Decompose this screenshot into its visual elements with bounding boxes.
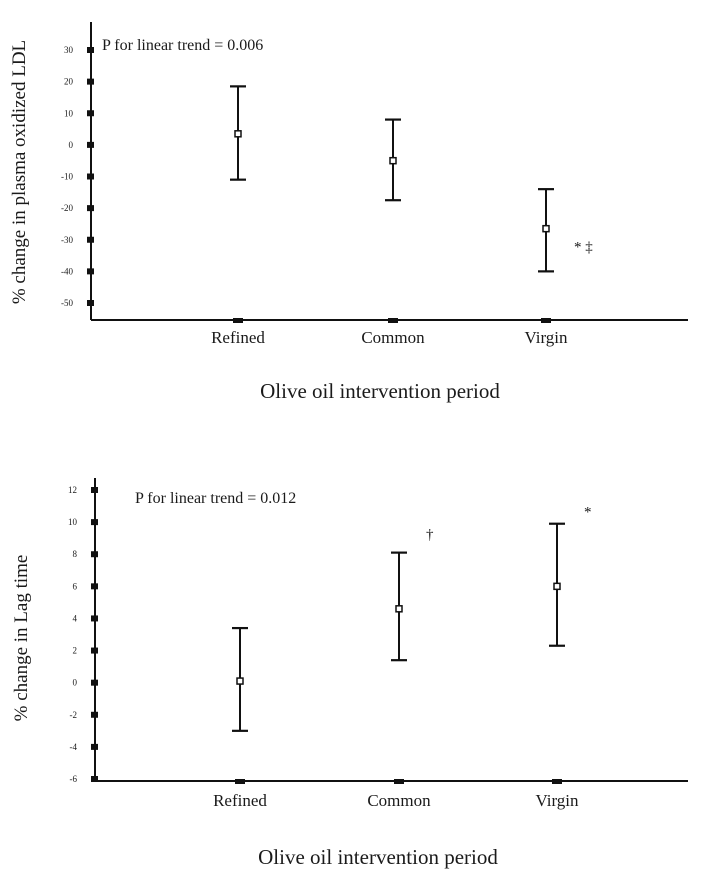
y-tick-label: -4 xyxy=(70,742,78,752)
y-tick-mark xyxy=(91,711,98,718)
y-tick-label: 0 xyxy=(69,140,74,150)
data-point xyxy=(542,224,550,233)
data-point xyxy=(236,677,244,685)
y-tick-mark xyxy=(91,679,98,686)
error-bar xyxy=(385,118,401,202)
y-tick-mark xyxy=(91,487,98,493)
x-tick-mark xyxy=(388,318,398,323)
error-bar xyxy=(232,626,248,732)
y-tick-label: -20 xyxy=(61,203,73,213)
y-tick-mark xyxy=(87,236,94,243)
y-tick-label: 30 xyxy=(64,45,74,55)
data-points: †* xyxy=(232,504,592,732)
y-tick-label: 12 xyxy=(68,485,77,495)
y-tick-label: -10 xyxy=(61,172,73,182)
y-tick-label: -2 xyxy=(70,710,78,720)
y-tick-mark xyxy=(87,141,94,148)
x-ticks: Refined Common Virgin xyxy=(211,318,568,347)
y-tick-label: -6 xyxy=(70,774,78,784)
x-tick-mark xyxy=(541,318,551,323)
y-tick-label: 20 xyxy=(64,77,74,87)
error-bar xyxy=(230,85,246,181)
y-tick-mark xyxy=(91,519,98,526)
data-point xyxy=(389,156,397,165)
trend-annotation: P for linear trend = 0.012 xyxy=(135,490,296,507)
y-tick-label: 6 xyxy=(73,581,78,591)
y-ticks: 30 20 10 0 -10 -20 -30 -40 -50 xyxy=(61,45,94,308)
x-tick-mark xyxy=(233,318,243,323)
data-point xyxy=(553,582,561,591)
x-tick-mark xyxy=(552,779,562,784)
x-tick-label: Virgin xyxy=(535,791,579,810)
y-tick-mark xyxy=(91,647,98,654)
x-tick-mark xyxy=(394,779,404,784)
x-axis-label: Olive oil intervention period xyxy=(258,845,498,869)
y-tick-label: 10 xyxy=(64,108,74,118)
data-point xyxy=(395,605,403,613)
y-tick-mark xyxy=(87,300,94,306)
error-bar xyxy=(391,551,407,662)
x-tick-label: Refined xyxy=(211,328,265,347)
x-tick-label: Common xyxy=(367,791,431,810)
y-tick-label: -30 xyxy=(61,235,73,245)
y-ticks: 12 10 8 6 4 2 0 -2 -4 -6 xyxy=(68,485,98,784)
y-tick-mark xyxy=(91,583,98,590)
y-tick-mark xyxy=(87,47,94,53)
y-tick-mark xyxy=(87,205,94,212)
y-tick-label: 8 xyxy=(73,549,78,559)
y-tick-mark xyxy=(91,551,98,558)
x-axis-label: Olive oil intervention period xyxy=(260,379,500,403)
y-tick-mark xyxy=(87,78,94,85)
x-ticks: Refined Common Virgin xyxy=(213,779,579,810)
y-tick-label: -50 xyxy=(61,298,73,308)
y-tick-label: 2 xyxy=(73,646,78,656)
y-tick-mark xyxy=(87,268,94,275)
chart-oxidized-ldl: 30 20 10 0 -10 -20 -30 -40 -50 Refined Common Virg… xyxy=(9,22,688,403)
error-bar xyxy=(538,188,554,273)
data-point xyxy=(234,130,242,138)
error-bar xyxy=(549,522,565,647)
y-axis-label: % change in plasma oxidized LDL xyxy=(9,40,30,304)
y-tick-label: 4 xyxy=(73,613,78,623)
y-tick-label: 0 xyxy=(73,678,78,688)
significance-marker: † xyxy=(426,527,434,543)
y-tick-mark xyxy=(87,110,94,117)
y-tick-mark xyxy=(91,776,98,782)
x-tick-label: Refined xyxy=(213,791,267,810)
x-tick-label: Common xyxy=(361,328,425,347)
significance-marker: * ‡ xyxy=(574,240,593,256)
y-tick-mark xyxy=(91,743,98,750)
trend-annotation: P for linear trend = 0.006 xyxy=(102,37,263,54)
y-tick-mark xyxy=(87,173,94,180)
y-tick-label: -40 xyxy=(61,266,73,276)
y-tick-mark xyxy=(91,615,98,622)
data-points: * ‡ xyxy=(230,85,593,273)
x-tick-label: Virgin xyxy=(524,328,568,347)
y-axis-label: % change in Lag time xyxy=(11,555,32,722)
significance-marker: * xyxy=(584,504,592,520)
y-tick-label: 10 xyxy=(68,517,78,527)
x-tick-mark xyxy=(235,779,245,784)
